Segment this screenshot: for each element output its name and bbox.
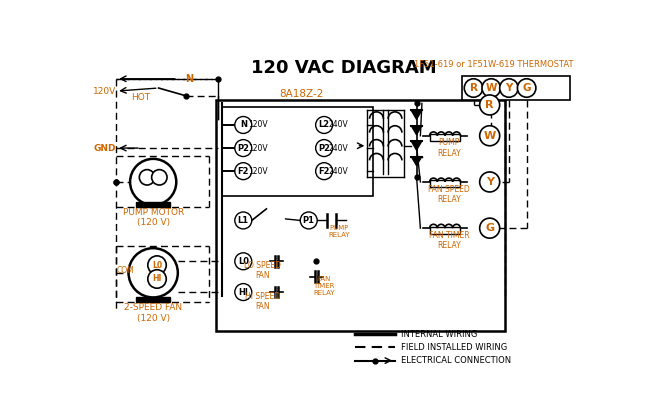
Circle shape (234, 253, 252, 270)
Text: PUMP MOTOR
(120 V): PUMP MOTOR (120 V) (123, 208, 184, 227)
Text: L0: L0 (238, 257, 249, 266)
Text: HI: HI (152, 274, 161, 284)
Circle shape (234, 116, 252, 133)
Text: FAN SPEED
RELAY: FAN SPEED RELAY (428, 185, 470, 204)
Text: 240V: 240V (329, 144, 348, 153)
Text: FAN
TIMER
RELAY: FAN TIMER RELAY (314, 276, 335, 296)
Polygon shape (411, 110, 422, 119)
Circle shape (316, 140, 332, 157)
Text: PUMP
RELAY: PUMP RELAY (437, 138, 461, 158)
Text: R: R (470, 83, 478, 93)
Circle shape (480, 126, 500, 146)
Bar (222, 107, 373, 196)
Circle shape (316, 116, 332, 133)
Bar (429, 227, 460, 233)
Circle shape (517, 79, 536, 97)
Text: G: G (485, 223, 494, 233)
Text: P2: P2 (237, 144, 249, 153)
Text: W: W (484, 131, 496, 141)
Bar (429, 181, 460, 187)
Circle shape (234, 163, 252, 180)
Text: N: N (240, 121, 247, 129)
Text: Y: Y (486, 177, 494, 187)
Circle shape (151, 170, 167, 185)
Circle shape (139, 170, 155, 185)
Bar (429, 134, 460, 141)
Circle shape (464, 79, 483, 97)
Bar (462, 76, 570, 100)
Circle shape (482, 79, 500, 97)
Text: GND: GND (93, 144, 116, 153)
Text: INTERNAL WIRING: INTERNAL WIRING (401, 330, 478, 339)
Text: N: N (186, 74, 194, 84)
Text: G: G (523, 83, 531, 93)
Text: 240V: 240V (329, 167, 348, 176)
Text: 120V: 120V (93, 87, 117, 96)
Text: P2: P2 (318, 144, 330, 153)
Circle shape (316, 163, 332, 180)
Text: W: W (486, 83, 497, 93)
Text: HOT: HOT (131, 93, 151, 102)
Text: 120 VAC DIAGRAM: 120 VAC DIAGRAM (251, 59, 436, 77)
Text: PUMP
RELAY: PUMP RELAY (329, 225, 350, 238)
Text: 120V: 120V (248, 121, 268, 129)
Circle shape (234, 140, 252, 157)
Text: Y: Y (505, 83, 513, 93)
Bar (136, 297, 170, 302)
Text: ELECTRICAL CONNECTION: ELECTRICAL CONNECTION (401, 356, 511, 365)
Text: F2: F2 (238, 167, 249, 176)
Text: 2-SPEED FAN
(120 V): 2-SPEED FAN (120 V) (124, 303, 182, 323)
Text: 120V: 120V (248, 144, 268, 153)
Polygon shape (411, 157, 422, 166)
Polygon shape (411, 126, 422, 135)
Bar (136, 202, 170, 207)
Text: L2: L2 (318, 121, 330, 129)
Circle shape (300, 212, 317, 229)
Polygon shape (411, 141, 422, 150)
Circle shape (130, 159, 176, 205)
Text: HI: HI (239, 287, 248, 297)
Bar (216, 100, 505, 331)
Text: 240V: 240V (329, 121, 348, 129)
Circle shape (148, 270, 166, 288)
Circle shape (480, 218, 500, 238)
Text: FIELD INSTALLED WIRING: FIELD INSTALLED WIRING (401, 343, 507, 352)
Text: F2: F2 (318, 167, 330, 176)
Circle shape (148, 256, 166, 274)
Text: L1: L1 (238, 216, 249, 225)
Text: 8A18Z-2: 8A18Z-2 (279, 89, 323, 99)
Text: 120V: 120V (248, 167, 268, 176)
Circle shape (129, 248, 178, 297)
Circle shape (234, 284, 252, 300)
Text: 1F51-619 or 1F51W-619 THERMOSTAT: 1F51-619 or 1F51W-619 THERMOSTAT (414, 60, 574, 69)
Text: L0: L0 (152, 261, 162, 269)
Text: LO SPEED
FAN: LO SPEED FAN (244, 261, 281, 280)
Text: P1: P1 (303, 216, 315, 225)
Circle shape (234, 212, 252, 229)
Text: R: R (486, 100, 494, 110)
Circle shape (500, 79, 518, 97)
Text: FAN TIMER
RELAY: FAN TIMER RELAY (429, 231, 469, 250)
Circle shape (480, 172, 500, 192)
Circle shape (480, 95, 500, 115)
Text: COM: COM (116, 266, 134, 275)
Text: HI SPEED
FAN: HI SPEED FAN (245, 292, 280, 311)
